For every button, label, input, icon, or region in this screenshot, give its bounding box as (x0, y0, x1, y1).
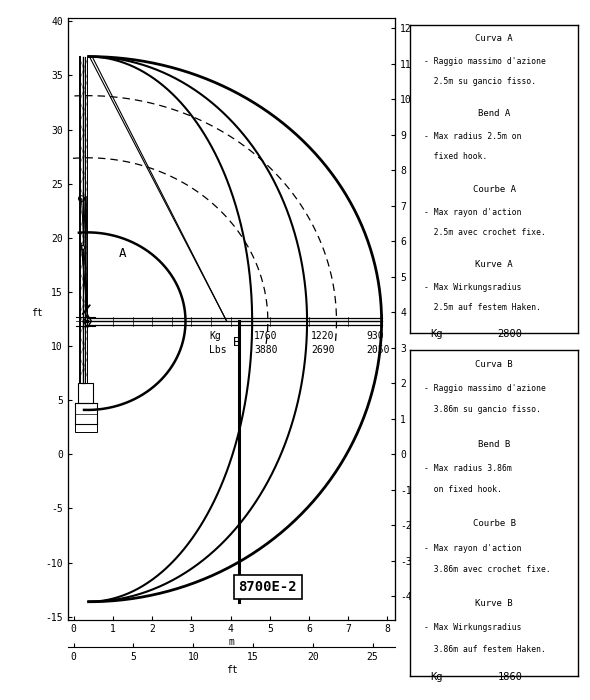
Text: Kurve B: Kurve B (476, 599, 513, 608)
Text: - Max rayon d'action: - Max rayon d'action (424, 208, 521, 217)
Text: - Max rayon d'action: - Max rayon d'action (424, 544, 521, 553)
X-axis label: ft: ft (226, 665, 237, 675)
Text: 3.86m su gancio fisso.: 3.86m su gancio fisso. (424, 405, 540, 414)
Text: Courbe B: Courbe B (473, 519, 516, 528)
Text: on fixed hook.: on fixed hook. (424, 485, 502, 494)
Text: - Raggio massimo d'azione: - Raggio massimo d'azione (424, 57, 545, 66)
Text: 2.5m auf festem Haken.: 2.5m auf festem Haken. (424, 303, 540, 312)
Text: 2050: 2050 (366, 345, 389, 355)
Text: 2.5m avec crochet fixe.: 2.5m avec crochet fixe. (424, 228, 545, 237)
Text: 1760: 1760 (254, 331, 278, 341)
Text: Kurve A: Kurve A (476, 260, 513, 269)
Text: 6170: 6170 (497, 360, 523, 370)
Text: 2690: 2690 (311, 345, 335, 355)
Text: Curva A: Curva A (476, 34, 513, 43)
Text: - Max radius 3.86m: - Max radius 3.86m (424, 464, 512, 473)
Text: Kg: Kg (430, 672, 442, 682)
Text: 1860: 1860 (497, 672, 523, 682)
Text: 8700E-2: 8700E-2 (238, 580, 297, 594)
Text: - Max radius 2.5m on: - Max radius 2.5m on (424, 132, 521, 141)
Text: - Max Wirkungsradius: - Max Wirkungsradius (424, 624, 521, 632)
Bar (74, 424, 97, 433)
Y-axis label: ft: ft (31, 309, 43, 318)
Text: 3.86m auf festem Haken.: 3.86m auf festem Haken. (424, 645, 545, 654)
Text: A: A (119, 247, 126, 260)
Text: Courbe A: Courbe A (473, 185, 516, 194)
Text: Lbs: Lbs (430, 360, 449, 370)
Text: 2.5m su gancio fisso.: 2.5m su gancio fisso. (424, 77, 536, 86)
Text: 1220: 1220 (311, 331, 335, 341)
Text: Lbs: Lbs (209, 345, 227, 355)
Text: 2800: 2800 (497, 330, 523, 340)
Text: 930: 930 (366, 331, 384, 341)
Text: 3.86m avec crochet fixe.: 3.86m avec crochet fixe. (424, 565, 550, 574)
Text: Bend B: Bend B (478, 440, 510, 449)
Text: Curva B: Curva B (476, 360, 513, 369)
Text: B: B (232, 336, 240, 349)
Bar (78, 384, 93, 403)
X-axis label: m: m (229, 637, 234, 647)
Text: - Max Wirkungsradius: - Max Wirkungsradius (424, 284, 521, 292)
Y-axis label: m: m (415, 318, 421, 328)
Text: fixed hook.: fixed hook. (424, 153, 487, 161)
Text: Bend A: Bend A (478, 109, 510, 118)
Text: Kg: Kg (430, 330, 442, 340)
Text: - Raggio massimo d'azione: - Raggio massimo d'azione (424, 384, 545, 393)
Text: 3880: 3880 (254, 345, 278, 355)
Text: Kg: Kg (209, 331, 221, 341)
